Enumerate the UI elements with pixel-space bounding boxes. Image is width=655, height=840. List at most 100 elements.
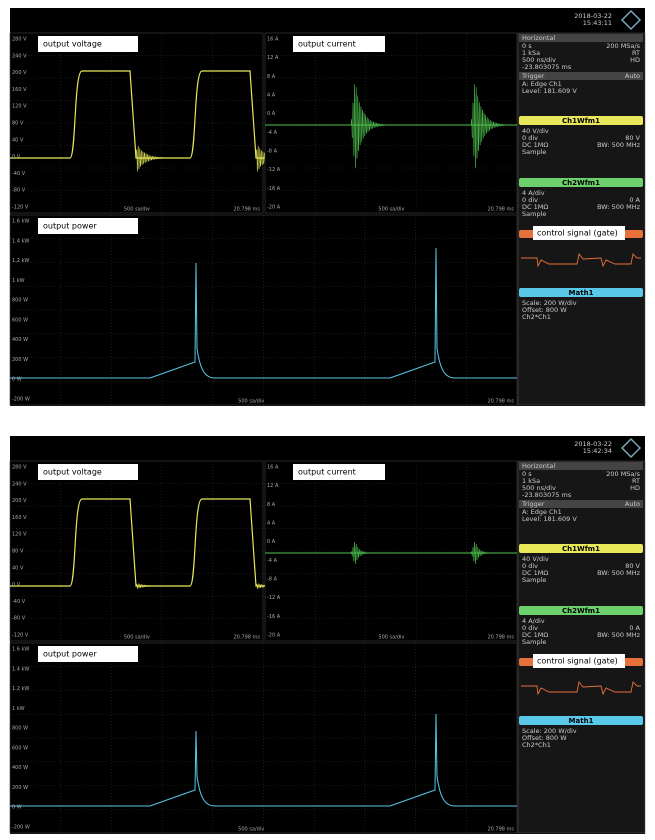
y-tick-label: 0 A (267, 111, 276, 117)
footer-label: 20.798 ms (487, 399, 514, 405)
y-tick-label: 800 W (12, 298, 28, 304)
y-tick-label: 1.4 kW (12, 238, 29, 244)
footer-label: 20.798 ms (487, 635, 514, 641)
y-tick-label: 200 V (12, 498, 27, 504)
y-tick-label: -80 V (12, 616, 26, 622)
time: 15:43:11 (583, 19, 612, 27)
y-tick-label: 1 kW (12, 278, 25, 284)
y-tick-label: 1 kW (12, 706, 25, 712)
y-tick-label: -120 V (12, 633, 29, 639)
panel-text: Sample (522, 148, 546, 156)
panel-text: BW: 500 MHz (597, 569, 640, 577)
panel-text: BW: 500 MHz (597, 631, 640, 639)
panel-text: BW: 500 MHz (597, 141, 640, 149)
y-tick-label: 280 V (12, 465, 27, 471)
y-tick-label: 40 V (12, 137, 24, 143)
plot-label: output current (298, 40, 356, 49)
y-tick-label: 1.6 kW (12, 647, 29, 653)
y-tick-label: 1.2 kW (12, 258, 29, 264)
y-tick-label: -80 V (12, 188, 26, 194)
figure: 2018-03-2215:43:11280 V240 V200 V160 V12… (0, 0, 655, 836)
y-tick-label: 240 V (12, 53, 27, 59)
y-tick-label: 120 V (12, 104, 27, 110)
footer-label: 500 sa/div (238, 399, 264, 405)
panel-text: Level: 181.609 V (522, 515, 577, 523)
time: 15:42:34 (583, 447, 612, 455)
y-tick-label: 600 W (12, 745, 28, 751)
y-tick-label: 240 V (12, 481, 27, 487)
y-tick-label: -4 A (267, 558, 278, 564)
y-tick-label: 160 V (12, 515, 27, 521)
footer-label: 500 sa/div (124, 207, 150, 213)
trigger-mode: Auto (625, 500, 640, 508)
footer-label: 500 sa/div (238, 827, 264, 833)
panel-text: Sample (522, 638, 546, 646)
y-tick-label: -200 W (12, 825, 30, 831)
panel-title: Horizontal (522, 462, 555, 470)
plot-label: output power (43, 650, 97, 659)
y-tick-label: 0 A (267, 539, 276, 545)
y-tick-label: -12 A (267, 595, 281, 601)
y-tick-label: 0 V (12, 154, 21, 160)
y-tick-label: 1.6 kW (12, 219, 29, 225)
y-tick-label: -200 W (12, 397, 30, 403)
footer-label: 500 sa/div (378, 207, 404, 213)
y-tick-label: 600 W (12, 317, 28, 323)
y-tick-label: 16 A (267, 465, 279, 471)
y-tick-label: 80 V (12, 121, 24, 127)
footer-label: 20.798 ms (487, 827, 514, 833)
panel-text: HD (630, 484, 640, 492)
y-tick-label: 40 V (12, 565, 24, 571)
y-tick-label: -16 A (267, 614, 281, 620)
y-tick-label: -8 A (267, 149, 278, 155)
y-tick-label: 400 W (12, 765, 28, 771)
y-tick-label: 200 W (12, 357, 28, 363)
y-tick-label: 120 V (12, 532, 27, 538)
plot-area (10, 643, 517, 833)
footer-label: 500 sa/div (378, 635, 404, 641)
plot-area (10, 215, 517, 405)
y-tick-label: 1.2 kW (12, 686, 29, 692)
y-tick-label: -8 A (267, 577, 278, 583)
y-tick-label: 0 V (12, 582, 21, 588)
y-tick-label: 400 W (12, 337, 28, 343)
y-tick-label: -20 A (267, 633, 281, 639)
panel-text: -23.803075 ms (522, 491, 572, 499)
y-tick-label: 200 V (12, 70, 27, 76)
panel-title: Trigger (521, 500, 545, 508)
y-tick-label: 280 V (12, 37, 27, 43)
panel-title: Trigger (521, 72, 545, 80)
y-tick-label: -120 V (12, 205, 29, 211)
panel-text: Ch2*Ch1 (522, 313, 551, 321)
y-tick-label: -12 A (267, 167, 281, 173)
y-tick-label: -4 A (267, 130, 278, 136)
trigger-mode: Auto (625, 72, 640, 80)
y-tick-label: 8 A (267, 74, 276, 80)
y-tick-label: -16 A (267, 186, 281, 192)
y-tick-label: 8 A (267, 502, 276, 508)
panel-text: Sample (522, 210, 546, 218)
panel-text: HD (630, 56, 640, 64)
y-tick-label: 80 V (12, 549, 24, 555)
control-label: control signal (gate) (537, 229, 618, 238)
y-tick-label: 1.4 kW (12, 666, 29, 672)
y-tick-label: 12 A (267, 483, 279, 489)
panel-title: Math1 (569, 717, 594, 725)
plot-label: output power (43, 222, 97, 231)
y-tick-label: -40 V (12, 171, 26, 177)
plot-label: output current (298, 468, 356, 477)
footer-label: 20.798 ms (233, 635, 260, 641)
panel-text: Ch2*Ch1 (522, 741, 551, 749)
plot-label: output voltage (43, 468, 102, 477)
y-tick-label: 200 W (12, 785, 28, 791)
panel-text: -23.803075 ms (522, 63, 572, 71)
footer-label: 500 sa/div (124, 635, 150, 641)
plot-label: output voltage (43, 40, 102, 49)
panel-title: Ch1Wfm1 (562, 117, 600, 125)
panel-text: Sample (522, 576, 546, 584)
y-tick-label: 16 A (267, 37, 279, 43)
y-tick-label: -20 A (267, 205, 281, 211)
panel-title: Ch2Wfm1 (562, 179, 600, 187)
control-label: control signal (gate) (537, 657, 618, 666)
footer-label: 20.798 ms (487, 207, 514, 213)
